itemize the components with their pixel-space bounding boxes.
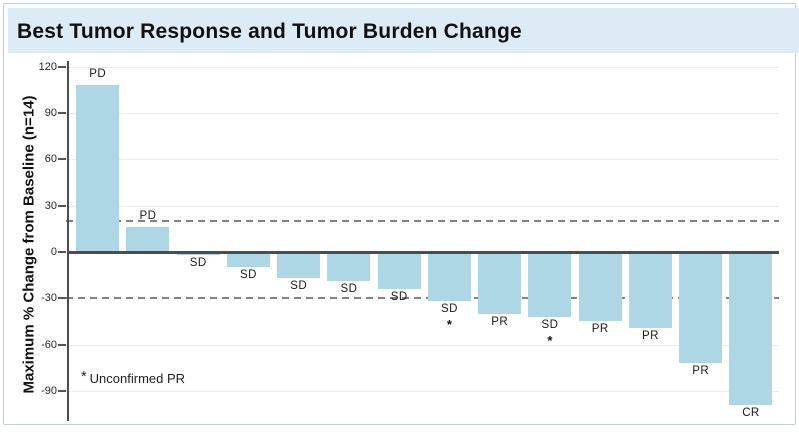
chart-bar	[528, 252, 572, 317]
bar-label: PR	[692, 365, 710, 378]
y-tick-label: -90	[41, 384, 57, 397]
grid-line	[66, 159, 779, 161]
bar-label: SD	[441, 303, 458, 316]
chart-bar	[628, 252, 672, 328]
chart-bar	[226, 252, 270, 268]
bar-label: SD	[189, 257, 207, 270]
bar-label: SD	[340, 283, 358, 296]
bar-label: PR	[491, 315, 509, 328]
y-tick-mark	[58, 158, 66, 161]
chart-bar	[76, 85, 120, 252]
reference-line	[66, 220, 779, 223]
unconfirmed-asterisk: *	[446, 317, 452, 333]
y-tick-mark	[58, 297, 66, 300]
chart-title: Best Tumor Response and Tumor Burden Cha…	[17, 20, 522, 43]
bar-label: PR	[591, 323, 609, 336]
chart-bar	[277, 252, 321, 279]
chart-card: Best Tumor Response and Tumor Burden Cha…	[3, 3, 799, 425]
chart-bar	[126, 227, 170, 252]
y-tick-mark	[58, 112, 66, 115]
chart-header: Best Tumor Response and Tumor Burden Cha…	[8, 8, 799, 53]
y-axis-spine	[67, 61, 69, 421]
y-tick-mark	[58, 343, 66, 346]
y-tick-label: -60	[41, 338, 57, 351]
grid-line	[66, 390, 779, 392]
y-tick-mark	[58, 65, 66, 68]
grid-line	[66, 66, 779, 68]
y-tick-label: 90	[44, 107, 57, 120]
bar-label: SD	[290, 280, 308, 293]
chart-bar	[578, 252, 622, 322]
asterisk-marker: *	[81, 369, 87, 385]
plot-area: Maximum % Change from Baseline (n=14) * U…	[4, 4, 795, 424]
chart-bar	[679, 252, 723, 364]
chart-bar	[327, 252, 371, 282]
chart-bar	[729, 252, 773, 405]
reference-line	[66, 297, 779, 300]
grid-line	[66, 113, 779, 115]
y-tick-mark	[58, 389, 66, 392]
chart-bar	[427, 252, 471, 302]
bar-label: CR	[742, 406, 760, 419]
bar-label: SD	[541, 318, 559, 331]
y-tick-label: -30	[41, 292, 57, 305]
y-tick-mark	[58, 204, 66, 207]
bar-label: PD	[89, 68, 107, 81]
unconfirmed-pr-note-text: Unconfirmed PR	[89, 371, 186, 386]
grid-line	[66, 205, 779, 207]
unconfirmed-pr-note: * Unconfirmed PR	[81, 369, 185, 386]
bar-label: PR	[642, 329, 659, 342]
chart-bar	[478, 252, 522, 314]
bar-label: SD	[390, 291, 408, 304]
chart-bar	[377, 252, 421, 290]
grid-line	[66, 344, 779, 346]
y-tick-label: 30	[44, 199, 57, 212]
y-tick-label: 60	[44, 153, 57, 166]
zero-axis-line	[67, 251, 779, 254]
y-tick-label: 0	[50, 246, 57, 258]
unconfirmed-asterisk: *	[547, 332, 553, 348]
bar-label: SD	[240, 269, 257, 282]
y-tick-mark	[58, 251, 66, 253]
y-tick-label: 120	[38, 60, 57, 73]
bar-label: PD	[139, 210, 157, 223]
